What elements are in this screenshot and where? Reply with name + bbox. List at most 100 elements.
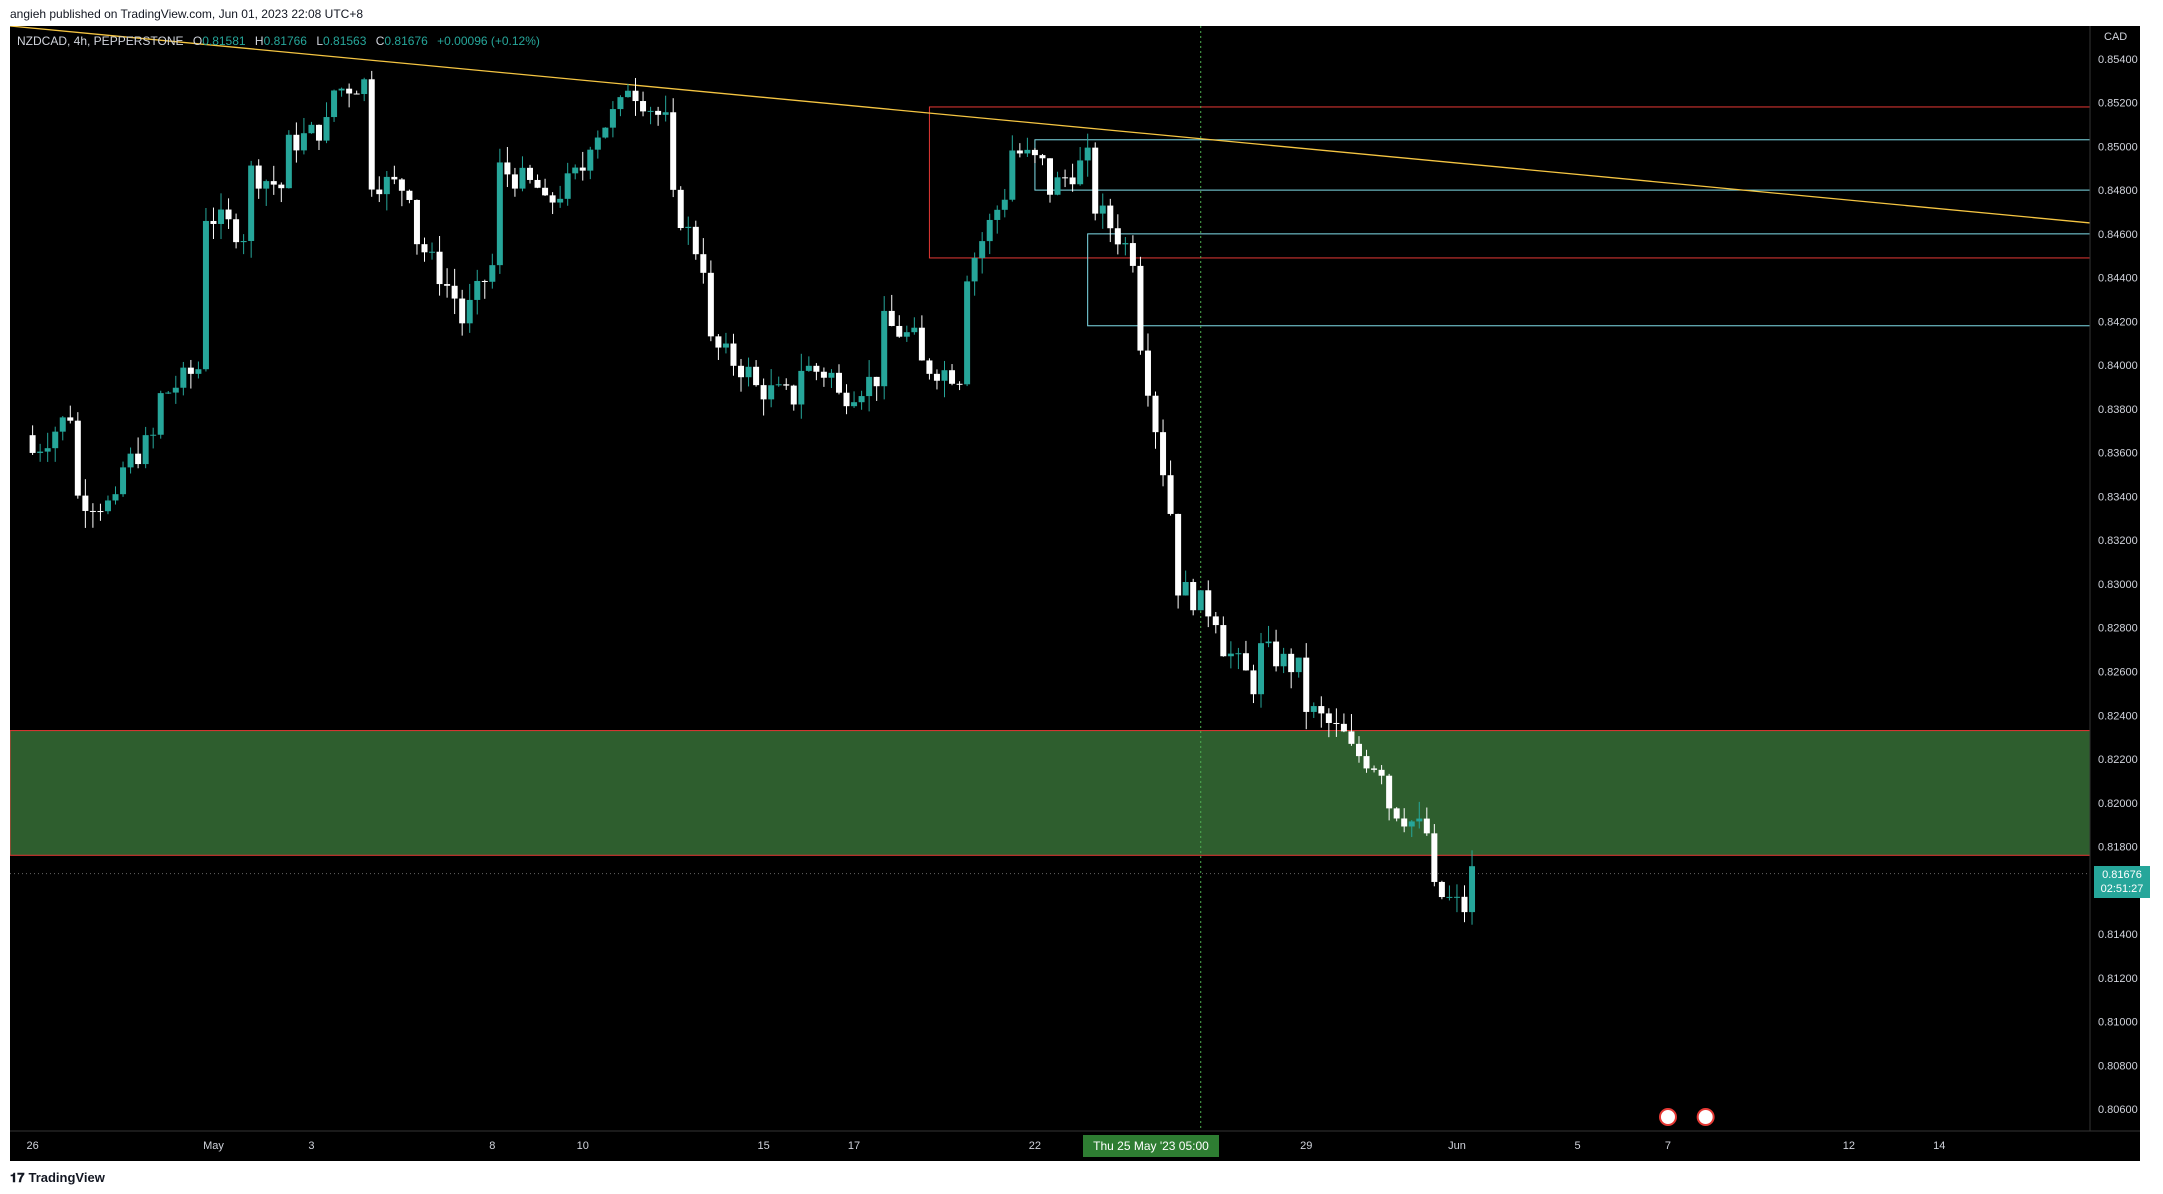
candle-body — [534, 179, 541, 188]
candle-body — [496, 162, 503, 266]
candle-body — [195, 369, 202, 374]
symbol-name: NZDCAD, 4h, PEPPERSTONE — [17, 34, 184, 48]
candle-body — [429, 251, 436, 253]
candle-body — [994, 209, 1001, 220]
price-tick-label: 0.82200 — [2098, 754, 2138, 766]
candle-body — [1386, 775, 1393, 809]
candle-body — [557, 198, 564, 203]
candle-body — [157, 393, 164, 435]
candle-body — [142, 435, 149, 465]
time-tick-label: 7 — [1665, 1140, 1671, 1152]
low-value: 0.81563 — [323, 34, 367, 48]
candle-body — [632, 90, 639, 102]
candle-body — [896, 325, 903, 337]
box-zone-2 — [1087, 233, 2091, 327]
candle-body — [1242, 653, 1249, 671]
candle-body — [474, 280, 481, 300]
candle-body — [504, 162, 511, 175]
candle-body — [564, 173, 571, 199]
candle-body — [1167, 475, 1174, 514]
candle-body — [655, 110, 662, 115]
time-tick-label: 10 — [577, 1140, 589, 1152]
candle-body — [1235, 653, 1242, 655]
time-tick-label: 14 — [1933, 1140, 1945, 1152]
candle-body — [662, 112, 669, 115]
candle-body — [1092, 147, 1099, 214]
candle-body — [1355, 743, 1362, 757]
candle-body — [1303, 657, 1310, 712]
candle-body — [1205, 590, 1212, 617]
price-tick-label: 0.83400 — [2098, 491, 2138, 503]
candle-body — [775, 384, 782, 386]
candle-body — [323, 117, 330, 141]
candle-body — [1295, 657, 1302, 673]
candlestick-chart[interactable]: CAD 0.85400 0.85200 0.85000 0.84800 0.84600 0.… — [10, 26, 2140, 1161]
last-price-value: 0.81676 — [2102, 869, 2142, 881]
price-tick-label: 0.82400 — [2098, 710, 2138, 722]
candle-body — [97, 511, 104, 513]
candle-body — [881, 310, 888, 387]
candle-body — [511, 174, 518, 189]
candle-body — [82, 495, 89, 511]
candle-body — [753, 366, 760, 386]
candle-body — [1077, 160, 1084, 185]
time-tick-label: 17 — [848, 1140, 860, 1152]
candle-body — [361, 79, 368, 95]
candle-body — [1047, 158, 1053, 195]
candle-body — [760, 385, 767, 400]
candle-body — [459, 298, 466, 324]
candle-body — [1069, 177, 1076, 185]
candle-body — [1175, 513, 1182, 596]
candle-body — [594, 137, 601, 150]
candle-body — [1446, 896, 1453, 898]
candle-body — [843, 392, 850, 407]
price-axis — [2090, 26, 2140, 1161]
candle-body — [1197, 590, 1204, 611]
candle-body — [768, 385, 775, 400]
time-tick-label: Jun — [1448, 1140, 1466, 1152]
candle-body — [1016, 150, 1023, 154]
candle-body — [647, 110, 654, 112]
high-label: H — [254, 34, 264, 48]
candle-body — [29, 435, 36, 453]
candle-body — [368, 79, 375, 190]
candle-body — [527, 167, 533, 180]
candle-body — [1469, 866, 1476, 913]
candle-body — [172, 387, 179, 393]
candle-body — [692, 226, 699, 255]
candle-body — [1009, 150, 1016, 200]
price-tick-label: 0.84000 — [2098, 360, 2138, 372]
candle-body — [1062, 177, 1069, 179]
tradingview-logo[interactable]: 𝟏𝟕 TradingView — [10, 1170, 105, 1186]
candle-body — [1453, 896, 1460, 898]
candle-body — [677, 189, 684, 229]
crosshair-date-label: Thu 25 May '23 05:00 — [1083, 1135, 1219, 1157]
event-flag-icon — [1658, 1108, 1677, 1126]
candle-body — [376, 189, 383, 195]
candle-body — [112, 494, 119, 501]
candle-body — [805, 365, 812, 371]
candle-body — [949, 370, 956, 384]
candle-body — [1393, 808, 1400, 819]
chart-area[interactable]: CAD 0.85400 0.85200 0.85000 0.84800 0.84600 0.… — [10, 26, 2140, 1161]
candle-body — [1250, 670, 1257, 695]
event-flag-icon — [1696, 1108, 1715, 1126]
demand-zone — [10, 730, 2091, 856]
candle-body — [1129, 243, 1136, 266]
candle-body — [933, 373, 940, 381]
candle-body — [233, 219, 240, 243]
candle-body — [1423, 818, 1430, 834]
candle-body — [1227, 653, 1234, 657]
price-tick-label: 0.81400 — [2098, 929, 2138, 941]
candle-body — [44, 448, 51, 452]
candle-body — [240, 241, 247, 243]
candle-body — [37, 451, 44, 453]
price-tick-label: 0.82000 — [2098, 798, 2138, 810]
price-tick-label: 0.81800 — [2098, 842, 2138, 854]
candle-body — [1054, 177, 1061, 195]
last-price-tag: 0.81676 02:51:27 — [2094, 866, 2150, 898]
time-tick-label: 8 — [489, 1140, 495, 1152]
candle-body — [738, 365, 745, 378]
candle-body — [165, 392, 172, 394]
candle-body — [624, 90, 631, 98]
